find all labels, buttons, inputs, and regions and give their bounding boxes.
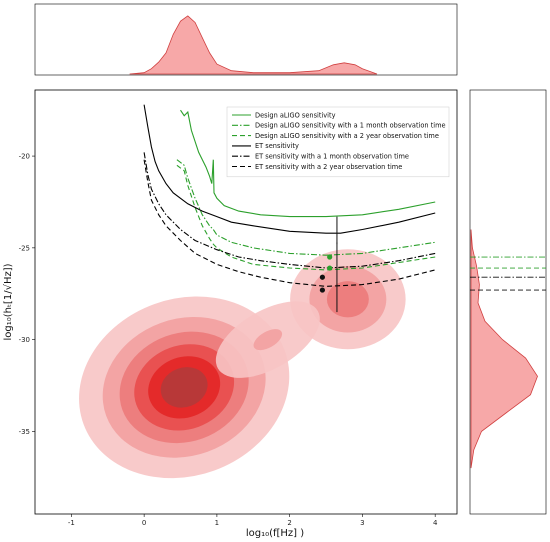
right-kde-curve <box>470 229 538 469</box>
y-tick-label: -20 <box>19 153 30 161</box>
legend-label: ET sensitivity <box>255 142 299 150</box>
top-marginal-density <box>34 3 458 76</box>
y-axis-label: log₁₀(hₜ[1/√Hz]) <box>3 263 14 340</box>
x-tick-label: 1 <box>215 519 219 527</box>
observation-point <box>327 254 333 260</box>
observation-point <box>319 274 325 280</box>
legend-label: Design aLIGO sensitivity with a 2 year o… <box>255 132 439 140</box>
density-contour <box>253 329 283 351</box>
legend-box <box>226 106 450 178</box>
x-tick-label: 2 <box>287 519 291 527</box>
top-marginal-frame <box>34 3 458 76</box>
y-tick-label: -25 <box>19 244 30 252</box>
right-marginal-frame <box>469 89 547 515</box>
legend-label: Design aLIGO sensitivity <box>255 111 336 119</box>
sensitivity-curve <box>143 152 436 269</box>
legend: Design aLIGO sensitivity Design aLIGO sen… <box>226 106 450 178</box>
y-tick-label: -35 <box>19 428 30 436</box>
axes: -1 0 1 2 3 4 -20 -25 -30 -35 <box>19 89 458 527</box>
sensitivity-curve <box>176 164 436 271</box>
legend-label: ET sensitivity with a 2 year observation… <box>255 163 402 171</box>
plot-frame <box>34 89 458 515</box>
legend-label: Design aLIGO sensitivity with a 1 month … <box>255 122 446 130</box>
x-axis-label: log₁₀(f[Hz] ) <box>246 528 304 539</box>
sensitivity-curve <box>180 109 436 218</box>
x-tick-label: 4 <box>433 519 438 527</box>
density-contour <box>326 281 369 318</box>
right-marginal-density <box>469 89 547 515</box>
x-tick-label: 3 <box>360 519 364 527</box>
x-tick-label: -1 <box>68 519 75 527</box>
sensitivity-curve <box>176 159 436 256</box>
x-tick-label: 0 <box>142 519 146 527</box>
top-kde-curve <box>129 15 378 75</box>
y-tick-label: -30 <box>19 336 30 344</box>
sensitivity-curve <box>143 104 436 234</box>
legend-label: ET sensitivity with a 1 month observatio… <box>255 153 409 161</box>
density-contour <box>160 367 208 408</box>
observation-point <box>319 287 325 293</box>
main-plot-area <box>79 104 436 479</box>
observation-point <box>327 265 333 271</box>
